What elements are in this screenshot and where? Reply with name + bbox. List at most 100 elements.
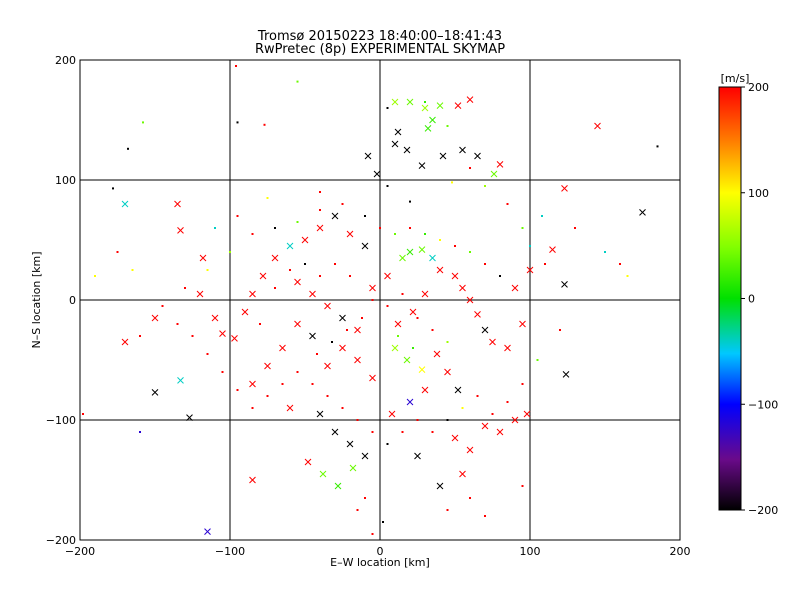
data-point-cross-116: [451, 434, 459, 442]
x-tick-label-3: 100: [520, 545, 541, 558]
data-point-cross-91: [454, 386, 462, 394]
data-point-dot-193: [274, 287, 276, 289]
data-point-cross-47: [196, 290, 204, 298]
data-point-cross-119: [496, 428, 504, 436]
data-point-dot-216: [214, 227, 216, 229]
data-point-cross-72: [436, 266, 444, 274]
data-point-cross-63: [324, 302, 331, 310]
data-point-cross-94: [388, 410, 396, 418]
data-point-cross-14: [151, 389, 159, 396]
data-point-dot-135: [491, 413, 494, 415]
data-point-dot-209: [446, 509, 449, 511]
data-point-cross-37: [439, 152, 447, 160]
data-point-cross-93: [406, 398, 414, 406]
data-point-cross-73: [451, 272, 459, 280]
data-point-dot-208: [484, 515, 486, 517]
data-point-dot-171: [439, 239, 441, 241]
data-point-cross-97: [339, 344, 346, 352]
data-point-dot-146: [326, 395, 329, 397]
data-point-cross-29: [454, 102, 462, 109]
data-point-dot-9: [236, 121, 239, 124]
data-point-dot-212: [356, 509, 359, 511]
data-point-cross-5: [177, 227, 184, 234]
data-point-cross-18: [594, 122, 601, 130]
y-tick-label-2: 0: [69, 294, 76, 307]
data-point-cross-30: [466, 96, 474, 103]
data-point-dot-213: [319, 191, 321, 193]
data-point-dot-3: [142, 121, 144, 124]
data-point-dot-136: [476, 395, 479, 397]
data-point-cross-60: [361, 242, 369, 250]
data-point-cross-7: [204, 528, 211, 535]
data-point-dot-210: [521, 485, 524, 487]
data-point-dot-165: [341, 203, 344, 205]
data-point-dot-122: [424, 101, 426, 103]
y-tick-label-4: 200: [55, 54, 76, 67]
axis-ticks: −200 −100 0 100 200 −200 −100 0 100 200: [46, 54, 691, 558]
data-point-cross-49: [219, 330, 226, 337]
data-point-cross-25: [391, 98, 399, 106]
data-point-dot-202: [619, 263, 621, 265]
data-point-dot-145: [341, 407, 344, 409]
data-point-cross-80: [519, 320, 526, 328]
data-point-dot-180: [431, 329, 434, 331]
data-point-dot-140: [416, 419, 419, 421]
colorbar-tick-label-4: −200: [748, 504, 778, 517]
data-point-cross-65: [354, 326, 361, 334]
data-point-cross-102: [264, 362, 271, 370]
data-point-cross-82: [526, 266, 534, 274]
data-point-cross-61: [294, 278, 301, 286]
data-point-dot-8: [235, 65, 237, 67]
data-point-cross-104: [286, 404, 294, 412]
data-point-cross-89: [433, 350, 441, 358]
data-point-dot-130: [544, 263, 546, 265]
x-axis-label: E–W location [km]: [330, 556, 430, 569]
data-point-dot-123: [446, 125, 449, 127]
data-point-dot-191: [304, 263, 306, 265]
data-point-dot-181: [446, 341, 449, 343]
data-point-cross-113: [436, 482, 444, 490]
y-tick-label-3: 100: [55, 174, 76, 187]
data-point-cross-88: [418, 366, 426, 373]
data-point-dot-24: [656, 145, 659, 148]
data-point-cross-16: [186, 414, 193, 421]
data-point-cross-40: [496, 161, 504, 168]
data-point-cross-52: [249, 290, 256, 298]
colorbar-tick-label-0: 200: [748, 81, 769, 94]
data-point-cross-20: [561, 185, 568, 192]
data-point-dot-201: [604, 251, 606, 253]
data-point-cross-111: [319, 470, 327, 478]
data-point-dot-182: [397, 335, 399, 337]
data-points: [82, 65, 659, 535]
data-point-cross-38: [459, 146, 466, 154]
data-point-dot-126: [484, 185, 486, 187]
data-point-dot-44: [386, 185, 389, 187]
data-point-dot-137: [461, 407, 464, 409]
data-point-cross-118: [481, 422, 489, 430]
data-point-cross-70: [418, 246, 426, 253]
data-point-cross-99: [309, 332, 316, 340]
data-point-cross-77: [481, 326, 489, 334]
data-point-cross-79: [504, 344, 511, 352]
colorbar-label: [m/s]: [721, 72, 750, 85]
colorbar-tick-label-3: −100: [748, 398, 778, 411]
data-point-dot-124: [386, 107, 389, 109]
data-point-dot-163: [296, 221, 299, 223]
data-point-cross-4: [174, 200, 181, 208]
data-point-dot-173: [469, 251, 471, 253]
data-point-dot-214: [266, 197, 269, 199]
data-point-cross-107: [346, 440, 354, 448]
data-point-cross-43: [373, 170, 381, 178]
x-tick-label-2: 0: [377, 545, 384, 558]
data-point-dot-168: [394, 233, 396, 235]
data-point-dot-203: [626, 275, 629, 277]
data-point-cross-17: [249, 476, 256, 484]
data-point-dot-175: [499, 275, 501, 277]
data-point-cross-64: [339, 314, 346, 322]
data-point-dot-141: [401, 431, 404, 433]
data-point-dot-164: [319, 209, 321, 211]
data-point-cross-59: [346, 230, 354, 238]
data-point-dot-200: [139, 431, 141, 433]
data-point-dot-198: [139, 335, 141, 337]
